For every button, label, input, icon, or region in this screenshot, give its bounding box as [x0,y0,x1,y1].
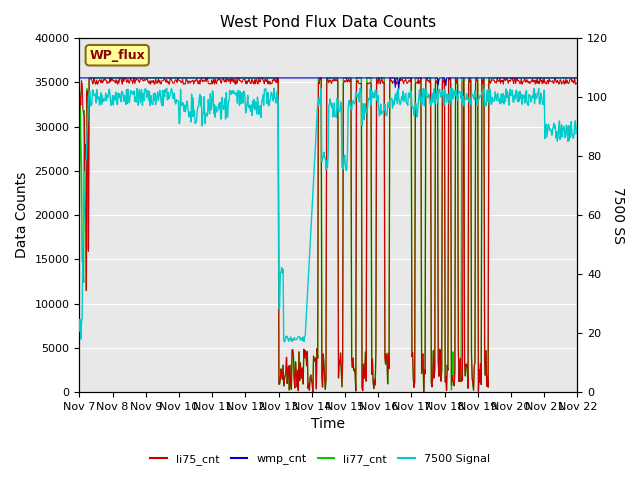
Y-axis label: 7500 SS: 7500 SS [611,187,625,243]
Text: WP_flux: WP_flux [90,49,145,62]
X-axis label: Time: Time [312,418,346,432]
Legend: li75_cnt, wmp_cnt, li77_cnt, 7500 Signal: li75_cnt, wmp_cnt, li77_cnt, 7500 Signal [146,450,494,469]
Y-axis label: Data Counts: Data Counts [15,172,29,258]
Title: West Pond Flux Data Counts: West Pond Flux Data Counts [220,15,436,30]
